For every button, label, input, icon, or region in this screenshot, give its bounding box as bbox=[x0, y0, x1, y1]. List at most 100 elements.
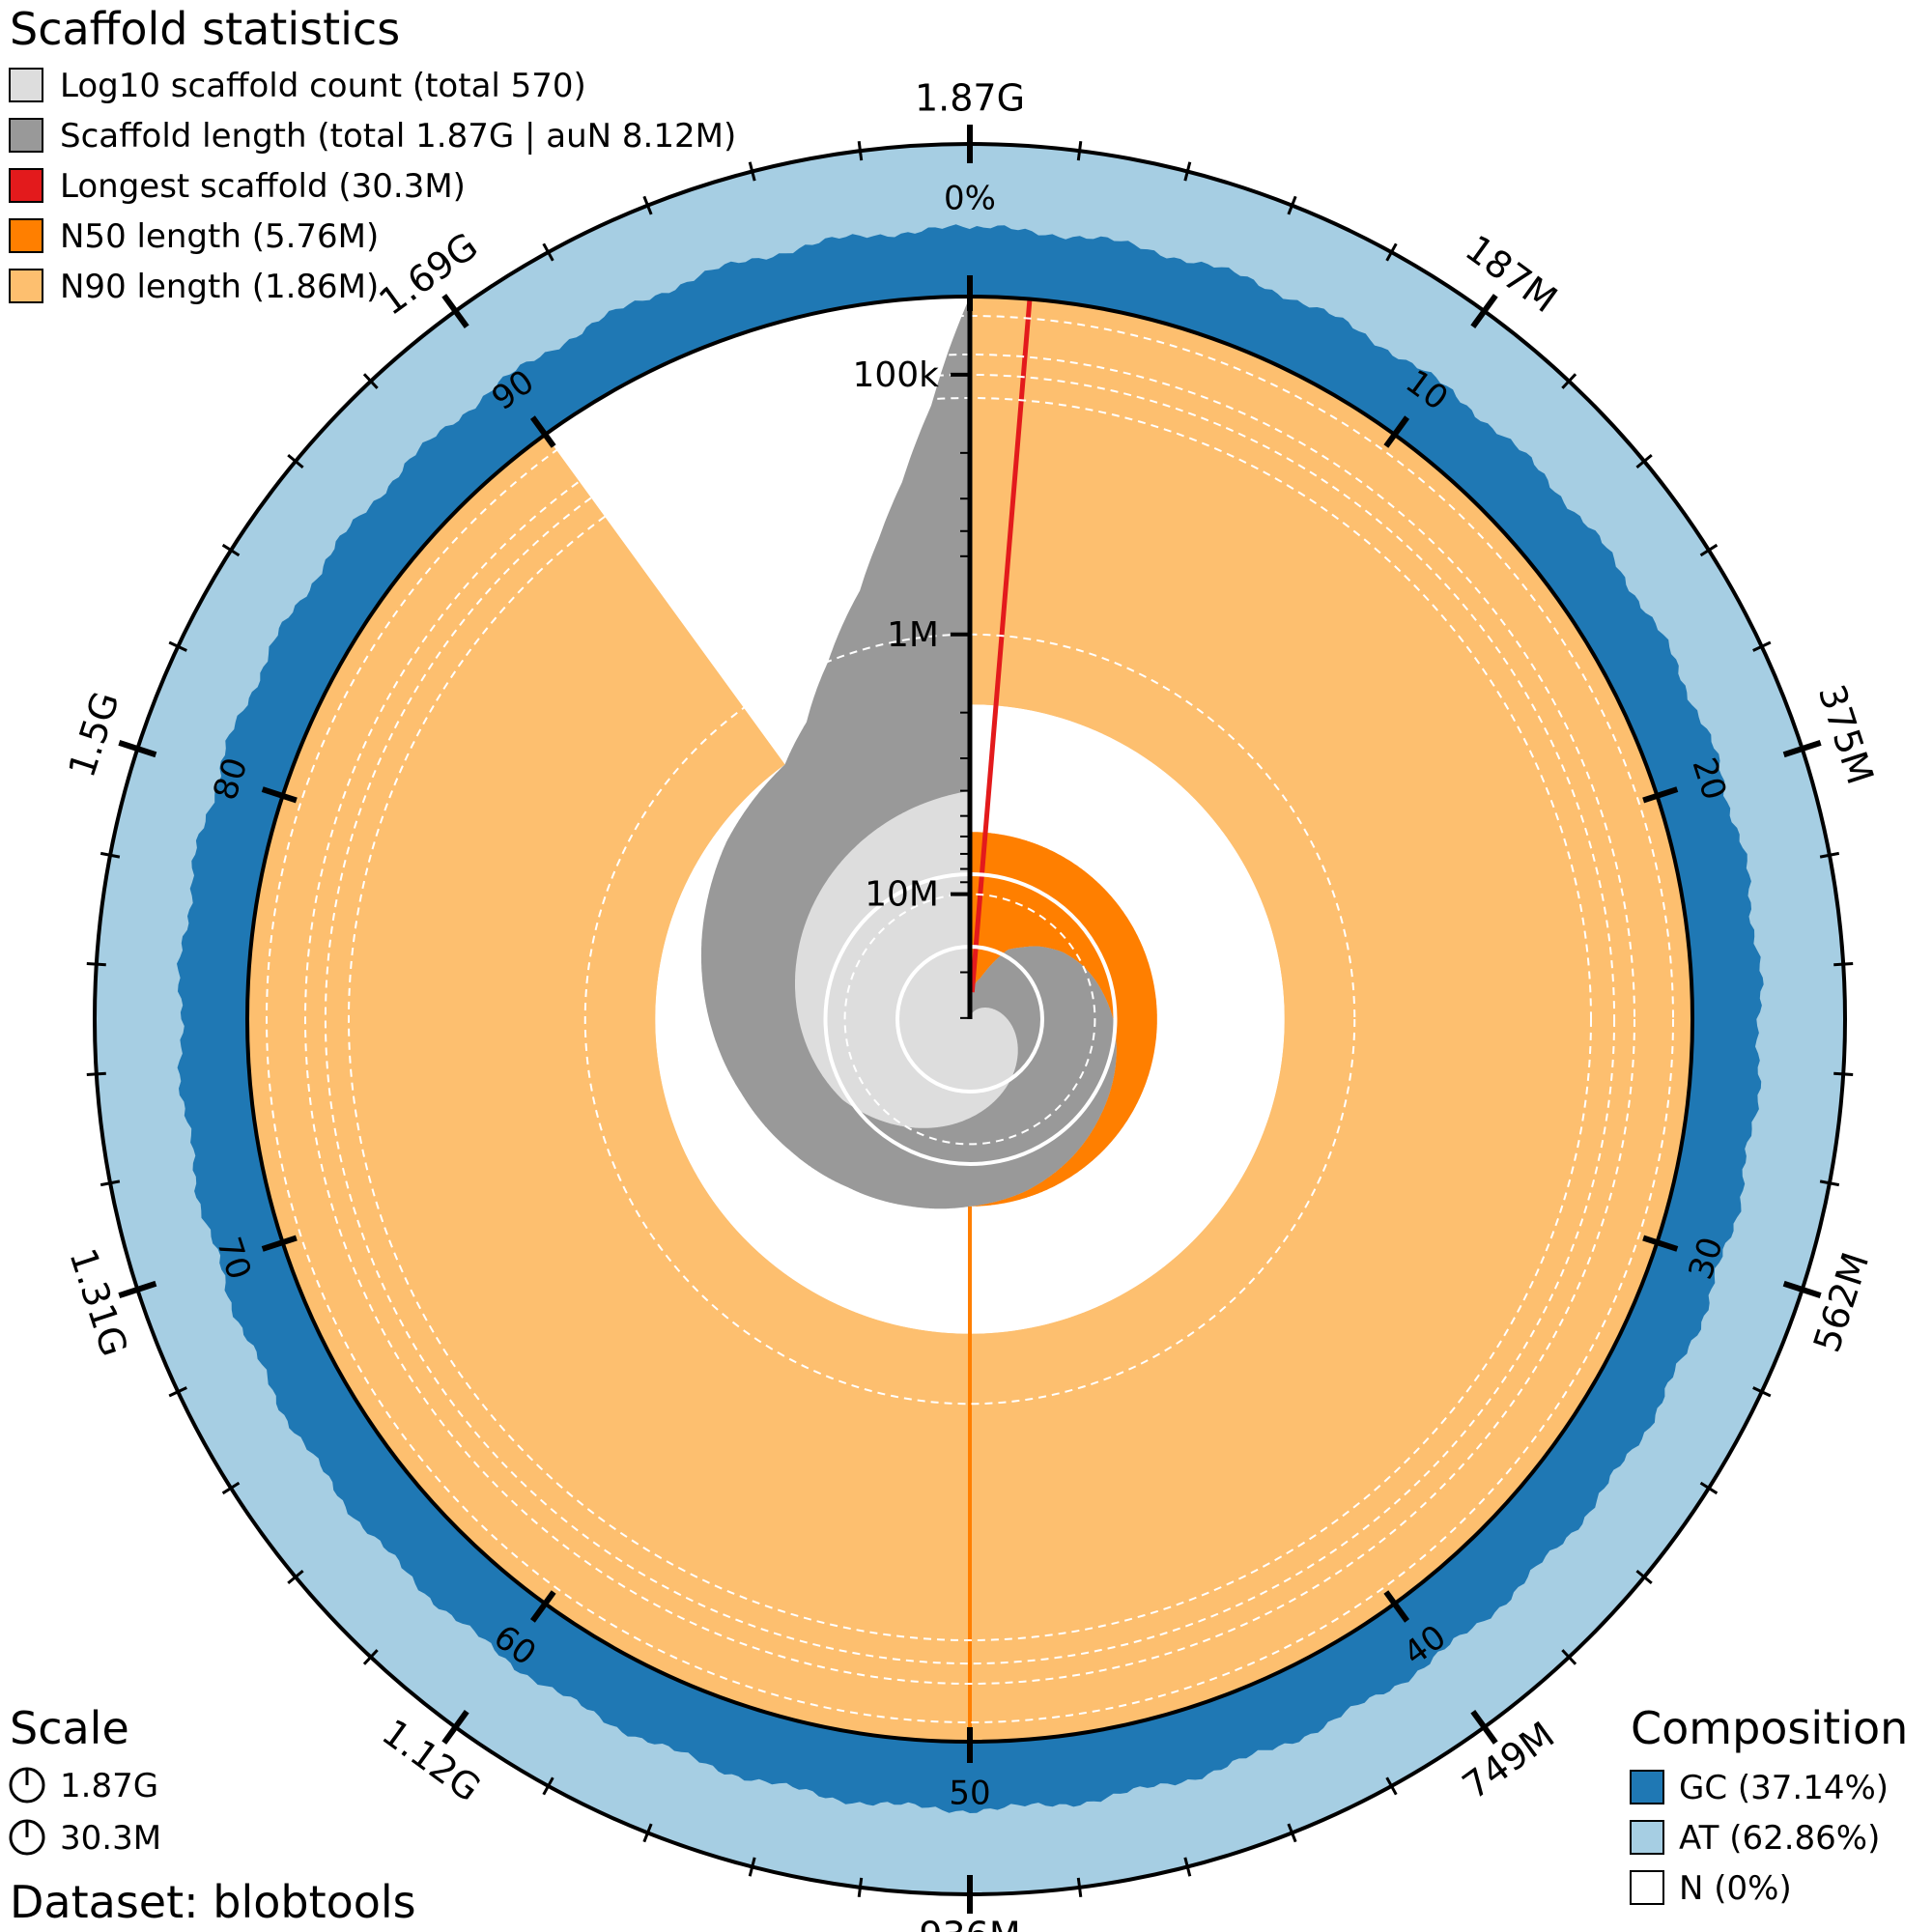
percent-tick-label: 50 bbox=[949, 1775, 990, 1813]
legend-swatch-n90 bbox=[9, 269, 43, 303]
dataset-label: Dataset: blobtools bbox=[10, 1876, 416, 1928]
percent-major-tick bbox=[529, 415, 556, 448]
radial-tick-label-1M: 1M bbox=[887, 615, 939, 655]
percent-major-tick bbox=[261, 1235, 298, 1252]
length-tick-label: 936M bbox=[919, 1915, 1020, 1932]
length-major-tick bbox=[1782, 1280, 1822, 1299]
length-minor-tick bbox=[99, 851, 121, 859]
legend-label-count: Log10 scaffold count (total 570) bbox=[60, 67, 586, 105]
length-tick-label: 1.31G bbox=[61, 1243, 135, 1361]
composition-swatch-n bbox=[1630, 1870, 1664, 1905]
length-minor-tick bbox=[168, 640, 187, 652]
length-minor-tick bbox=[542, 242, 554, 262]
legend-scale: Scale 1.87G 30.3M Dataset: blobtools bbox=[9, 1702, 416, 1928]
composition-title: Composition bbox=[1631, 1702, 1908, 1754]
legend-swatch-length bbox=[9, 118, 43, 153]
scale-label-total: 1.87G bbox=[60, 1767, 158, 1805]
length-minor-tick bbox=[221, 1481, 241, 1495]
length-minor-tick bbox=[86, 1071, 106, 1077]
scale-title: Scale bbox=[10, 1702, 129, 1754]
length-tick-label: 375M bbox=[1810, 679, 1882, 789]
length-minor-tick bbox=[221, 543, 241, 557]
length-minor-tick bbox=[1183, 161, 1192, 182]
length-minor-tick bbox=[1699, 1481, 1719, 1495]
longest-scaffold-line bbox=[969, 298, 1033, 993]
n50-band bbox=[970, 832, 1157, 1207]
length-major-tick bbox=[1470, 294, 1498, 328]
length-minor-tick bbox=[642, 195, 653, 215]
length-minor-tick bbox=[1076, 1877, 1083, 1897]
length-tick-label: 562M bbox=[1805, 1247, 1877, 1357]
length-major-tick bbox=[1782, 739, 1822, 758]
length-minor-tick bbox=[1635, 453, 1653, 469]
length-minor-tick bbox=[1752, 1386, 1772, 1398]
length-major-tick bbox=[441, 294, 469, 328]
count-ring-outer bbox=[823, 872, 1118, 1166]
scaffold-length-area-inner bbox=[970, 946, 1117, 1207]
length-tick-label: 1.87G bbox=[915, 77, 1025, 120]
length-major-tick bbox=[118, 739, 157, 758]
legend-composition: Composition GC (37.14%) AT (62.86%) N (0… bbox=[1630, 1702, 1908, 1908]
length-minor-tick bbox=[1183, 1857, 1192, 1877]
length-minor-tick bbox=[287, 1569, 304, 1585]
legend-swatch-n50 bbox=[9, 218, 43, 253]
legend-label-n50: N50 length (5.76M) bbox=[60, 217, 379, 256]
scale-clock-icon bbox=[9, 1819, 45, 1856]
length-minor-tick bbox=[1819, 1179, 1840, 1187]
composition-label-at: AT (62.86%) bbox=[1679, 1819, 1880, 1858]
length-minor-tick bbox=[1287, 195, 1297, 215]
percent-major-tick bbox=[529, 1590, 556, 1623]
plot-area: 1.87G187M375M562M749M936M1.12G1.31G1.5G1… bbox=[60, 77, 1882, 1932]
length-major-tick bbox=[118, 1280, 157, 1299]
length-tick-label: 1.5G bbox=[60, 687, 128, 782]
legend-label-longest: Longest scaffold (30.3M) bbox=[60, 167, 466, 206]
legend-swatch-count bbox=[9, 68, 43, 102]
n90-band bbox=[247, 297, 1692, 1742]
length-minor-tick bbox=[542, 1776, 554, 1796]
composition-label-n: N (0%) bbox=[1679, 1869, 1792, 1908]
length-minor-tick bbox=[99, 1179, 121, 1187]
length-minor-tick bbox=[362, 1649, 379, 1665]
length-minor-tick bbox=[1287, 1823, 1297, 1843]
percent-major-tick bbox=[261, 786, 298, 804]
length-minor-tick bbox=[748, 1857, 756, 1877]
length-major-tick bbox=[441, 1710, 469, 1745]
composition-swatch-gc bbox=[1630, 1770, 1664, 1804]
radial-tick-label-100k: 100k bbox=[852, 355, 939, 395]
composition-label-gc: GC (37.14%) bbox=[1679, 1769, 1889, 1807]
length-minor-tick bbox=[168, 1386, 187, 1398]
length-minor-tick bbox=[1833, 961, 1854, 967]
legend-title: Scaffold statistics bbox=[10, 3, 400, 55]
length-minor-tick bbox=[857, 141, 864, 161]
radial-tick-label-10M: 10M bbox=[865, 875, 939, 915]
percent-tick-label: 0% bbox=[944, 180, 996, 218]
composition-swatch-at bbox=[1630, 1820, 1664, 1855]
scale-label-longest: 30.3M bbox=[60, 1819, 161, 1858]
percent-major-tick bbox=[1383, 415, 1410, 448]
length-minor-tick bbox=[1833, 1071, 1854, 1077]
legend-swatch-longest bbox=[9, 168, 43, 203]
length-minor-tick bbox=[86, 961, 106, 967]
length-minor-tick bbox=[1819, 851, 1840, 859]
length-minor-tick bbox=[857, 1877, 864, 1897]
legend-label-length: Scaffold length (total 1.87G | auN 8.12M… bbox=[60, 117, 736, 156]
length-minor-tick bbox=[1561, 373, 1577, 389]
radial-axis: 100k 1M 10M bbox=[852, 355, 939, 915]
legend-scaffold-stats: Scaffold statistics Log10 scaffold count… bbox=[9, 3, 736, 306]
length-minor-tick bbox=[1076, 141, 1083, 161]
percent-major-tick bbox=[1642, 786, 1679, 804]
length-minor-tick bbox=[287, 453, 304, 469]
length-minor-tick bbox=[748, 161, 756, 182]
legend-label-n90: N90 length (1.86M) bbox=[60, 268, 379, 306]
scale-clock-icon bbox=[9, 1767, 45, 1804]
radial-gridline bbox=[583, 633, 1356, 1406]
length-minor-tick bbox=[1752, 640, 1772, 652]
length-major-tick bbox=[1470, 1710, 1498, 1745]
percent-major-tick bbox=[1383, 1590, 1410, 1623]
length-minor-tick bbox=[642, 1823, 653, 1843]
length-minor-tick bbox=[1635, 1569, 1653, 1585]
length-minor-tick bbox=[1561, 1649, 1577, 1665]
length-minor-tick bbox=[1385, 1776, 1398, 1796]
length-minor-tick bbox=[1699, 543, 1719, 557]
